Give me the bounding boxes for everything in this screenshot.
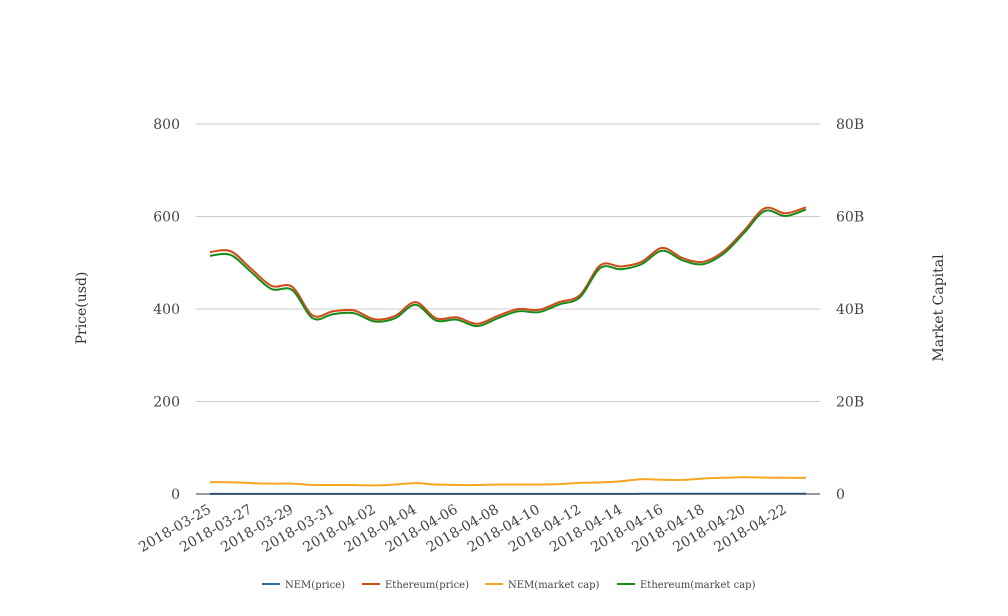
legend: NEM(price) Ethereum(price) NEM(market cap)… — [262, 580, 756, 591]
left-y-tick-label: 400 — [153, 302, 180, 318]
right-y-axis-title: Market Capital — [931, 254, 947, 362]
x-axis-ticks: 2018-03-252018-03-272018-03-292018-03-31… — [136, 502, 789, 556]
left-y-tick-label: 0 — [171, 487, 180, 503]
left-y-tick-label: 800 — [153, 117, 180, 133]
legend-label: NEM(price) — [285, 580, 345, 591]
right-y-axis-ticks: 0 20B 40B 60B 80B — [836, 117, 864, 503]
right-y-tick-label: 20B — [836, 395, 864, 411]
ethereum-price-line — [209, 206, 807, 325]
legend-label: Ethereum(market cap) — [640, 580, 756, 591]
left-y-axis-title: Price(usd) — [74, 272, 90, 345]
legend-label: Ethereum(price) — [385, 580, 469, 591]
right-y-tick-label: 40B — [836, 302, 864, 318]
nem-market-cap-line — [209, 476, 807, 487]
left-y-axis-ticks: 0 200 400 600 800 — [153, 117, 180, 503]
right-y-tick-label: 0 — [836, 487, 845, 503]
right-y-tick-label: 80B — [836, 117, 864, 133]
ethereum-market-cap-line — [209, 208, 807, 328]
gridlines — [196, 123, 820, 402]
legend-label: NEM(market cap) — [508, 580, 600, 591]
series-lines — [209, 206, 807, 495]
right-y-tick-label: 60B — [836, 210, 864, 226]
left-y-tick-label: 200 — [153, 395, 180, 411]
left-y-tick-label: 600 — [153, 210, 180, 226]
